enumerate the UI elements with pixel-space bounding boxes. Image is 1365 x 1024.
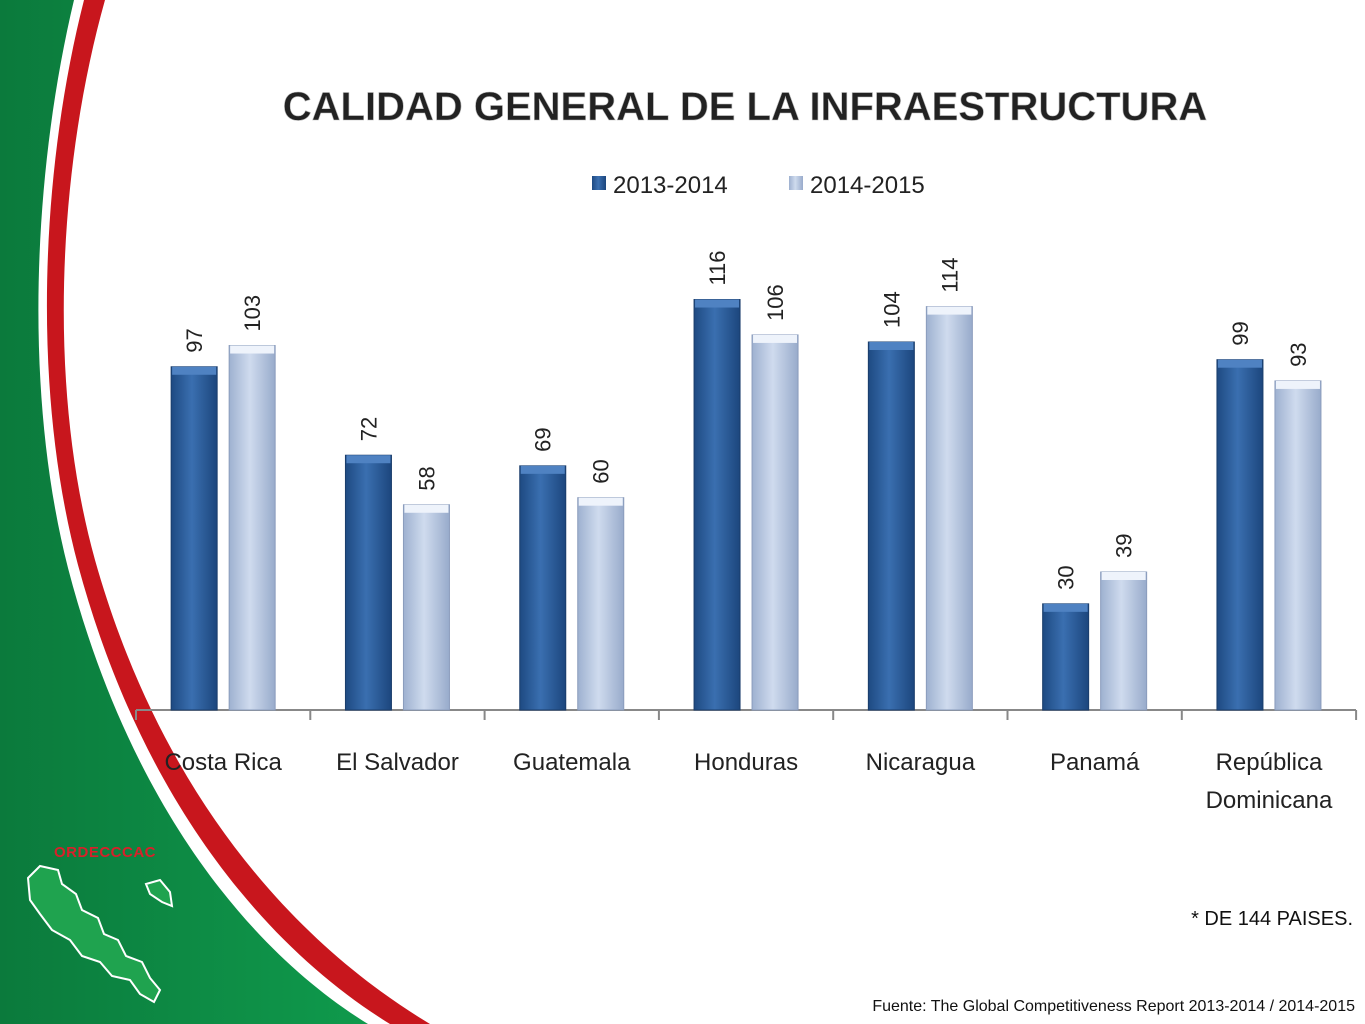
footnote: * DE 144 PAISES. (1191, 908, 1353, 930)
category-labels: Costa Rica El Salvador Guatemala Honduras Ni… (164, 749, 1332, 814)
value-label: 69 (531, 427, 556, 451)
category-label: Guatemala (513, 749, 631, 776)
bar-2013-2014-6 (1216, 359, 1264, 711)
bar-2014-2015-5 (1100, 571, 1148, 711)
bar-2014-2015-3 (751, 334, 799, 711)
bar-2013-2014-4 (867, 341, 915, 711)
bar-top-2014-2015-0 (230, 345, 275, 354)
legend-swatch-2014 (789, 176, 803, 190)
brand-label: ORDECCCAC (54, 844, 156, 861)
bar-2013-2014-2 (519, 465, 567, 711)
bar-top-2013-2014-0 (172, 366, 217, 375)
category-label: Honduras (694, 749, 798, 776)
bar-top-2013-2014-5 (1043, 603, 1088, 612)
bar-top-2014-2015-3 (753, 334, 798, 343)
bar-top-2013-2014-2 (520, 465, 565, 474)
legend: 2013-2014 2014-2015 (592, 172, 925, 199)
value-labels: 97 103 72 58 69 60 116 106 104 114 30 39 99 93 (182, 250, 1311, 589)
bar-top-2014-2015-4 (927, 306, 972, 315)
bar-top-2013-2014-3 (695, 299, 740, 308)
bar-top-2013-2014-4 (869, 342, 914, 350)
chart-title: CALIDAD GENERAL DE LA INFRAESTRUCTURA (283, 85, 1207, 129)
legend-swatch-2013 (592, 176, 606, 190)
map-icon (26, 864, 174, 1004)
value-label: 39 (1112, 534, 1137, 558)
value-label: 97 (182, 328, 207, 352)
value-label: 60 (589, 459, 614, 483)
value-label: 106 (763, 284, 788, 321)
bar-2014-2015-6 (1274, 380, 1322, 711)
value-label: 30 (1054, 565, 1079, 589)
value-label: 116 (705, 250, 730, 285)
source-note: Fuente: The Global Competitiveness Repor… (872, 998, 1355, 1015)
category-label: El Salvador (336, 749, 459, 776)
bar-2013-2014-3 (693, 299, 741, 711)
value-label: 58 (414, 466, 439, 490)
value-label: 93 (1286, 342, 1311, 366)
value-label: 103 (240, 295, 265, 332)
bar-2013-2014-5 (1042, 603, 1090, 711)
bar-top-2014-2015-6 (1275, 380, 1320, 389)
bar-2013-2014-1 (344, 454, 392, 711)
bar-2014-2015-2 (577, 497, 625, 711)
category-label: Dominicana (1206, 787, 1333, 814)
category-label: Costa Rica (164, 749, 282, 776)
bar-top-2013-2014-6 (1217, 359, 1262, 368)
legend-label-2013: 2013-2014 (613, 172, 728, 199)
x-axis-ticks (135, 710, 1358, 720)
category-label: Nicaragua (866, 749, 976, 776)
bar-2014-2015-0 (228, 345, 276, 711)
value-label: 104 (879, 291, 904, 328)
value-label: 114 (937, 258, 962, 293)
category-label: Panamá (1050, 749, 1140, 776)
bar-top-2014-2015-5 (1101, 572, 1146, 580)
bar-2014-2015-4 (925, 306, 973, 711)
value-label: 72 (356, 417, 381, 441)
bar-top-2013-2014-1 (346, 455, 391, 464)
green-panel (0, 0, 368, 1024)
bar-top-2014-2015-1 (404, 504, 449, 513)
legend-label-2014: 2014-2015 (810, 172, 925, 199)
category-label: República (1216, 749, 1323, 776)
bars (170, 299, 1322, 711)
bar-top-2014-2015-2 (578, 497, 623, 506)
bar-2013-2014-0 (170, 366, 218, 711)
value-label: 99 (1228, 321, 1253, 345)
bar-2014-2015-1 (402, 504, 450, 711)
